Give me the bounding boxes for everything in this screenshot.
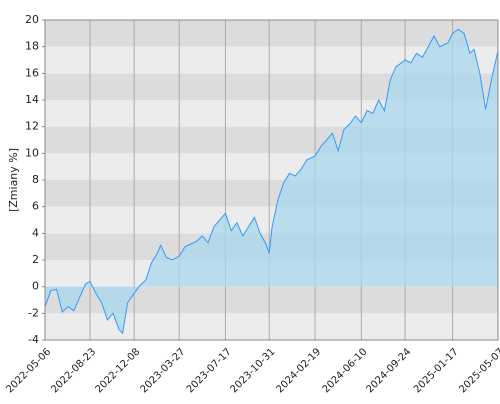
x-tick-label: 2023-10-31 — [229, 346, 278, 395]
y-tick-label: -4 — [28, 333, 39, 346]
y-tick-label: 18 — [25, 40, 39, 53]
x-tick-label: 2023-03-27 — [139, 346, 188, 395]
y-tick-label: 6 — [32, 200, 39, 213]
x-tick-label: 2022-05-06 — [4, 346, 53, 395]
x-tick-label: 2024-06-10 — [321, 346, 370, 395]
x-tick-label: 2022-12-08 — [94, 346, 143, 395]
line — [44, 28, 499, 335]
y-tick-label: 16 — [25, 66, 39, 79]
plot-frame — [44, 19, 499, 341]
y-tick-label: 10 — [25, 146, 39, 159]
y-tick-label: 2 — [32, 253, 39, 266]
y-tick-label: 8 — [32, 173, 39, 186]
y-tick-label: -2 — [28, 306, 39, 319]
y-tick-label: 4 — [32, 226, 39, 239]
area — [45, 29, 498, 334]
x-tick-label: 2025-01-17 — [412, 346, 461, 395]
y-tick-label: 14 — [25, 93, 39, 106]
grid-band — [45, 20, 498, 47]
x-tick-label: 2025-05-07 — [457, 346, 500, 395]
y-tick-label: 12 — [25, 120, 39, 133]
y-tick-label: 20 — [25, 13, 39, 26]
x-tick-label: 2024-02-19 — [274, 346, 323, 395]
y-axis-label: [Zmiany %] — [7, 148, 20, 212]
x-tick-label: 2023-07-17 — [185, 346, 234, 395]
y-tick-label: 0 — [32, 280, 39, 293]
grid-band — [45, 313, 498, 340]
x-tick-label: 2024-09-24 — [364, 346, 413, 395]
x-tick-label: 2022-08-23 — [49, 346, 98, 395]
